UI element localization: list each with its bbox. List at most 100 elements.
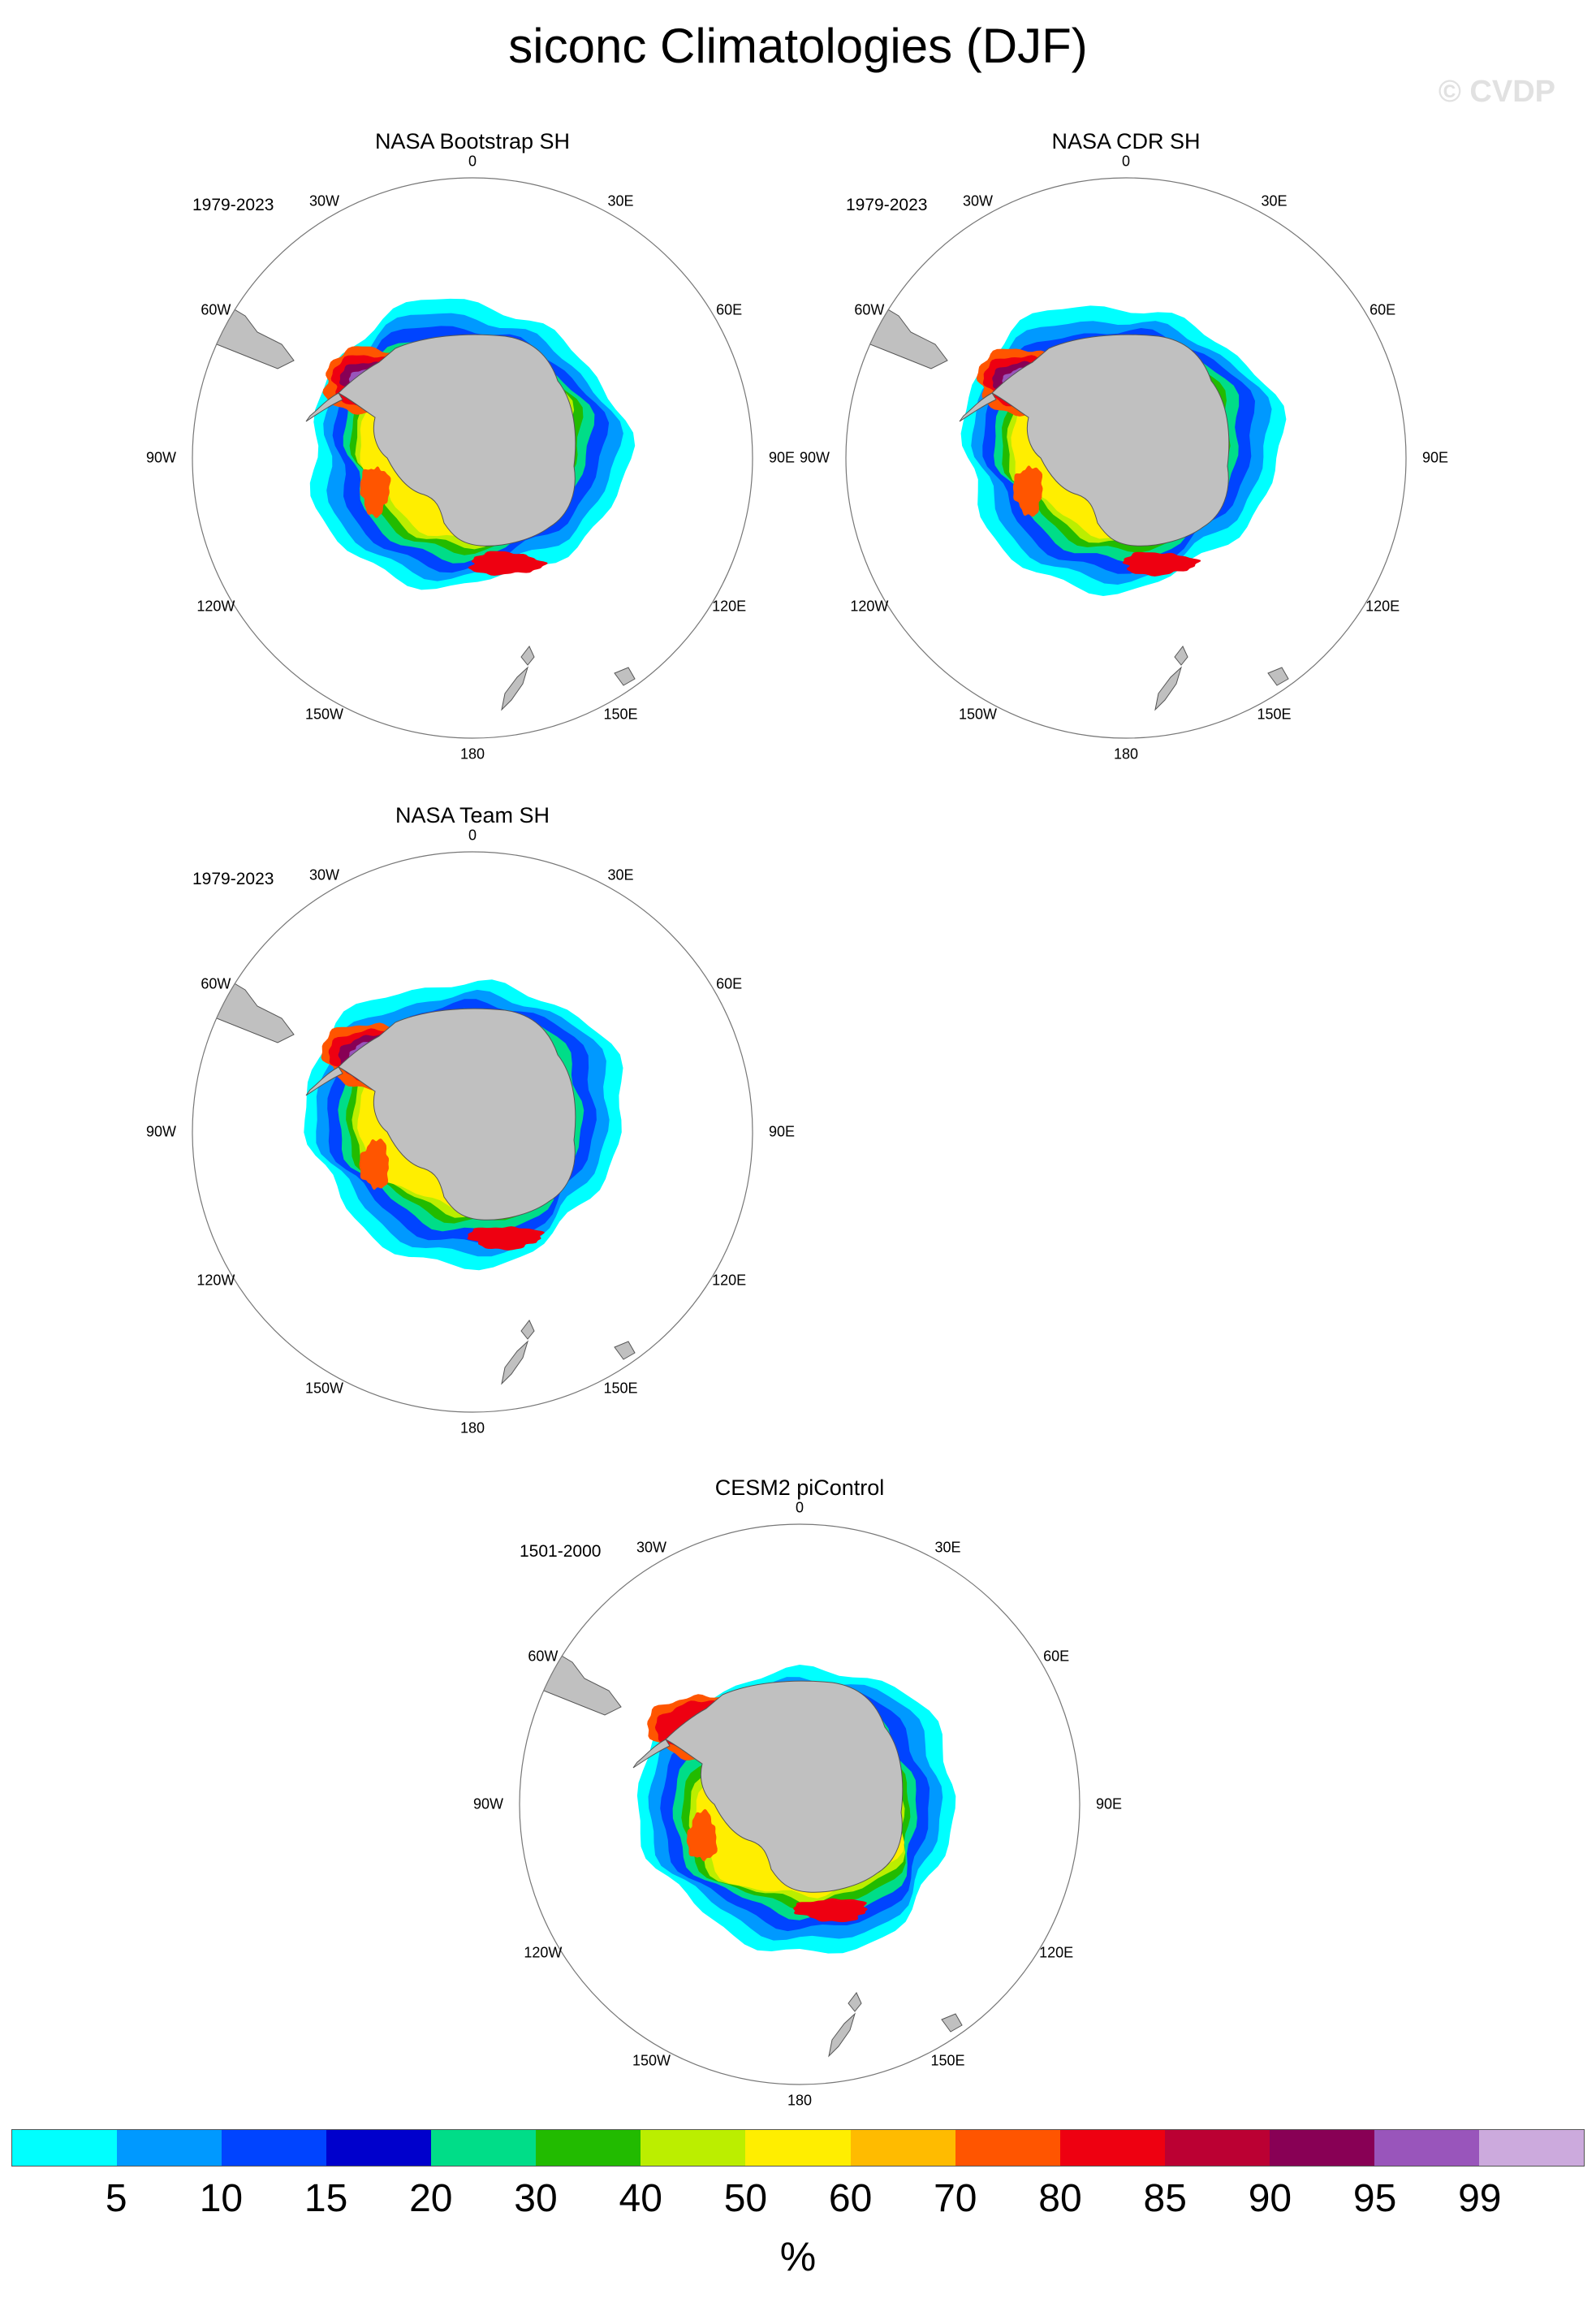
land — [520, 1320, 535, 1340]
colorbar-swatch — [1164, 2130, 1270, 2166]
polar-map — [845, 177, 1407, 739]
longitude-label: 180 — [459, 745, 485, 763]
colorbar-label: 20 — [409, 2177, 453, 2220]
colorbar-swatch — [536, 2130, 641, 2166]
colorbar — [11, 2129, 1585, 2167]
colorbar-swatch — [745, 2130, 851, 2166]
longitude-label: 60E — [716, 975, 743, 991]
watermark: © CVDP — [1438, 75, 1555, 109]
panel-period: 1979-2023 — [192, 196, 274, 214]
longitude-label: 180 — [1113, 745, 1139, 763]
ross-sea-ice — [468, 551, 548, 576]
longitude-label: 150W — [958, 706, 998, 723]
colorbar-swatch — [1478, 2130, 1584, 2166]
longitude-label: 0 — [795, 1499, 804, 1516]
colorbar-swatch — [431, 2130, 537, 2166]
land — [338, 1008, 576, 1220]
ross-sea-ice — [1122, 551, 1201, 577]
land — [848, 1992, 862, 2012]
longitude-label: 150E — [1257, 706, 1292, 723]
longitude-label: 60W — [201, 975, 231, 991]
land — [614, 667, 636, 686]
longitude-label: 30E — [607, 866, 634, 883]
land — [959, 392, 997, 422]
colorbar-swatch — [1374, 2130, 1479, 2166]
amundsen-sea-ice — [1012, 465, 1043, 517]
colorbar-swatch — [1059, 2130, 1165, 2166]
longitude-label: 60E — [716, 301, 743, 318]
longitude-label: 150W — [304, 706, 344, 723]
page-title: siconc Climatologies (DJF) — [508, 19, 1088, 73]
map-border — [192, 177, 753, 739]
longitude-label: 60E — [1043, 1648, 1070, 1664]
longitude-label: 30W — [636, 1539, 667, 1556]
colorbar-label: 80 — [1038, 2177, 1082, 2220]
colorbar-swatch — [117, 2130, 222, 2166]
longitude-label: 120W — [524, 1944, 563, 1960]
map-border — [192, 851, 753, 1413]
longitude-label: 120E — [712, 1272, 747, 1288]
land — [1267, 667, 1289, 686]
land — [632, 1739, 671, 1769]
longitude-label: 120E — [1365, 598, 1400, 614]
land — [520, 646, 535, 666]
land — [1174, 646, 1188, 666]
longitude-label: 0 — [468, 827, 477, 844]
land — [305, 392, 343, 422]
longitude-label: 90E — [769, 1123, 796, 1140]
colorbar-swatch — [1269, 2130, 1374, 2166]
longitude-label: 120W — [196, 1272, 235, 1288]
land — [338, 334, 576, 547]
colorbar-unit: % — [779, 2234, 817, 2279]
longitude-label: 90E — [1096, 1795, 1123, 1812]
longitude-label: 150W — [304, 1380, 344, 1397]
longitude-label: 90W — [799, 449, 830, 466]
colorbar-label: 99 — [1458, 2177, 1502, 2220]
land — [305, 1066, 343, 1096]
land — [991, 334, 1230, 547]
colorbar-label: 50 — [723, 2177, 768, 2220]
amundsen-sea-ice — [359, 1138, 389, 1190]
longitude-label: 150W — [632, 2052, 671, 2069]
colorbar-label: 95 — [1352, 2177, 1397, 2220]
longitude-label: 120W — [850, 598, 889, 614]
colorbar-swatch — [641, 2130, 746, 2166]
panel-period: 1979-2023 — [192, 870, 274, 888]
longitude-label: 150E — [603, 1380, 638, 1397]
longitude-label: 0 — [1121, 153, 1131, 170]
longitude-label: 90E — [1422, 449, 1449, 466]
colorbar-label: 90 — [1248, 2177, 1292, 2220]
longitude-label: 180 — [787, 2092, 813, 2109]
longitude-label: 60W — [201, 301, 231, 318]
longitude-label: 30E — [607, 192, 634, 210]
colorbar-label: 60 — [828, 2177, 873, 2220]
colorbar-swatch — [222, 2130, 327, 2166]
longitude-label: 30W — [962, 192, 994, 210]
colorbar-label: 70 — [934, 2177, 977, 2220]
longitude-label: 90W — [145, 1123, 176, 1140]
panel-title: CESM2 piControl — [714, 1475, 885, 1500]
longitude-label: 120W — [196, 598, 235, 614]
longitude-label: 120E — [1039, 1944, 1074, 1960]
land — [941, 2013, 963, 2033]
longitude-label: 90E — [769, 449, 796, 466]
longitude-label: 30W — [308, 192, 340, 210]
colorbar-swatch — [12, 2130, 118, 2166]
land — [665, 1680, 904, 1893]
longitude-label: 30E — [934, 1539, 961, 1556]
panel-period: 1979-2023 — [846, 196, 928, 214]
amundsen-sea-ice — [360, 466, 391, 519]
colorbar-label: 15 — [304, 2177, 348, 2220]
panel-title: NASA Team SH — [395, 803, 550, 827]
colorbar-swatch — [850, 2130, 955, 2166]
ross-sea-ice — [467, 1226, 545, 1251]
map-border — [845, 177, 1407, 739]
colorbar-label: 30 — [514, 2177, 558, 2220]
colorbar-swatch — [326, 2130, 432, 2166]
panel-period: 1501-2000 — [520, 1542, 602, 1561]
longitude-label: 60W — [528, 1648, 559, 1664]
longitude-label: 120E — [712, 598, 747, 614]
polar-map — [192, 851, 753, 1413]
longitude-label: 180 — [459, 1419, 485, 1436]
panel-title: NASA Bootstrap SH — [374, 129, 571, 153]
